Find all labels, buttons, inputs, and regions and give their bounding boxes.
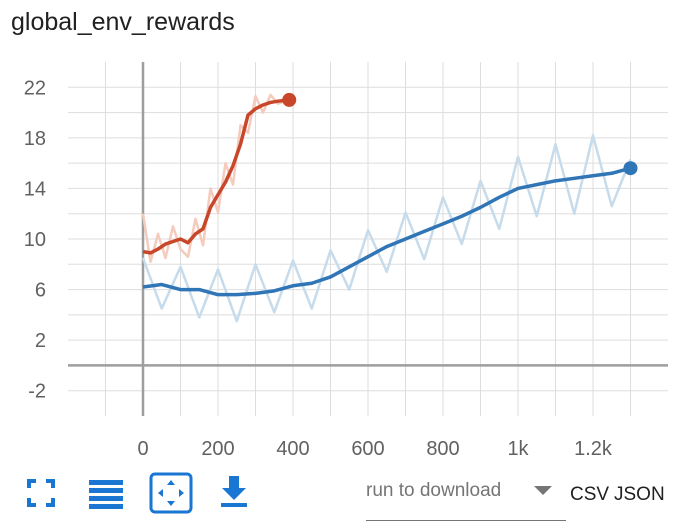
download-icon [221, 476, 247, 507]
csv-link[interactable]: CSV [570, 484, 610, 505]
x-tick-label: 0 [137, 438, 148, 460]
y-tick-label: 2 [35, 330, 46, 352]
series-layer [141, 92, 638, 323]
x-tick-label: 1k [507, 438, 529, 460]
chevron-down-icon [534, 486, 552, 495]
chart-title: global_env_rewards [11, 8, 235, 36]
x-tick-label: 200 [201, 438, 234, 460]
json-link[interactable]: JSON [614, 484, 665, 505]
series-1-line [142, 166, 631, 297]
y-tick-label: 10 [24, 229, 46, 251]
run-select-placeholder: run to download [366, 480, 502, 501]
zero-axes [68, 62, 668, 416]
series-1-raw-line [141, 134, 632, 323]
y-tick-label: 18 [24, 128, 46, 150]
series-0-line [142, 98, 290, 255]
x-tick-label: 1.2k [574, 438, 613, 460]
y-tick-label: 22 [24, 77, 46, 99]
x-tick-label: 800 [426, 438, 459, 460]
download-button[interactable] [217, 474, 251, 510]
tick-labels: -2 2 6 10 14 18 22 0 200 400 600 800 1k 1.2k [24, 77, 613, 460]
y-tick-label: -2 [28, 381, 46, 403]
series-0-end-marker [282, 92, 297, 107]
y-tick-label: 14 [24, 178, 46, 200]
fullscreen-button[interactable] [24, 476, 58, 510]
fullscreen-icon [27, 479, 55, 507]
series-0-raw-line [141, 93, 290, 264]
x-tick-label: 600 [351, 438, 384, 460]
fit-domain-icon [149, 472, 193, 514]
x-tick-label: 400 [276, 438, 309, 460]
run-select[interactable]: run to download [366, 472, 566, 521]
fit-domain-button[interactable] [149, 472, 193, 514]
toggle-data-table-button[interactable] [87, 476, 125, 510]
series-1-end-marker [623, 161, 638, 176]
y-tick-label: 6 [35, 280, 46, 302]
list-icon [89, 480, 123, 509]
y-gridlines [68, 86, 668, 392]
